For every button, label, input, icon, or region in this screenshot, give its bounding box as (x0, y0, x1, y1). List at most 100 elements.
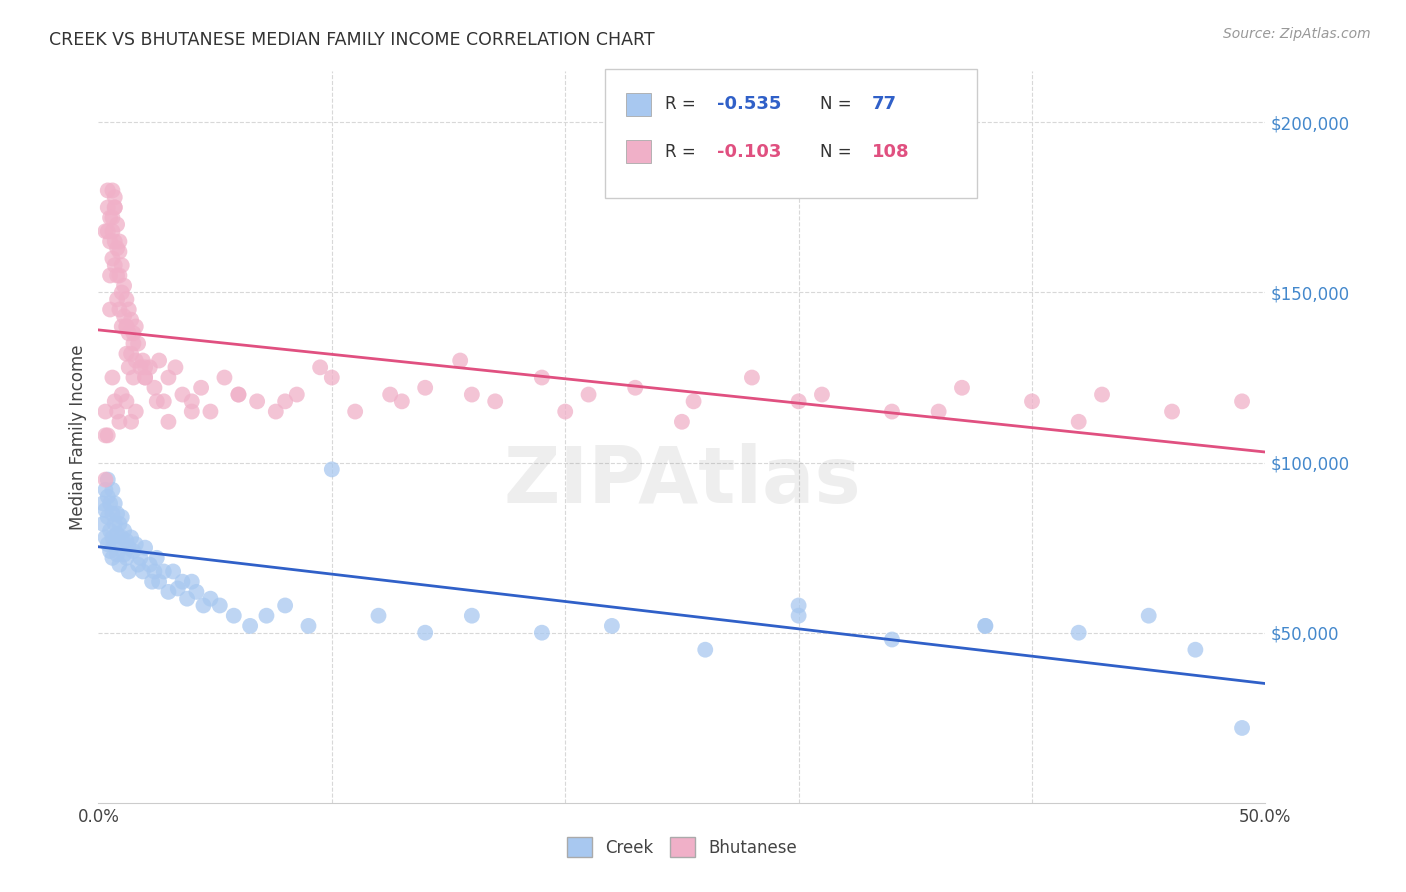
Point (274, 394, 297, 409)
Point (193, 599, 215, 613)
Point (1184, 642, 1206, 657)
Point (97, 473, 120, 487)
Point (1067, 415, 1090, 429)
Point (115, 319, 138, 334)
Point (146, 550, 169, 565)
Point (108, 244, 131, 259)
Point (141, 574, 163, 589)
Point (120, 347, 142, 361)
Point (413, 625, 436, 640)
Point (108, 302, 131, 317)
Point (157, 585, 180, 599)
Point (134, 360, 156, 375)
Point (172, 574, 194, 589)
Point (115, 533, 138, 548)
Point (104, 394, 127, 409)
Text: Source: ZipAtlas.com: Source: ZipAtlas.com (1223, 27, 1371, 41)
Point (101, 550, 124, 565)
Point (94, 483, 117, 497)
Point (125, 319, 148, 334)
Point (134, 370, 156, 384)
Point (111, 531, 134, 545)
Point (115, 394, 138, 409)
Point (104, 496, 127, 510)
Point (162, 565, 184, 579)
Point (104, 201, 127, 215)
Point (928, 404, 950, 418)
Point (105, 527, 128, 541)
Point (695, 642, 717, 657)
Point (111, 258, 134, 272)
Point (157, 415, 180, 429)
Point (208, 599, 231, 613)
Point (122, 326, 145, 341)
Point (228, 387, 250, 401)
Point (461, 608, 484, 623)
Point (530, 625, 553, 640)
Point (94, 428, 117, 442)
Point (111, 285, 134, 300)
Point (974, 619, 997, 633)
Point (108, 558, 131, 572)
Point (125, 537, 148, 551)
Point (94, 473, 117, 487)
Point (94, 503, 117, 517)
Point (104, 537, 127, 551)
Point (98, 524, 121, 538)
Point (111, 387, 134, 401)
Point (112, 524, 135, 538)
Point (176, 591, 198, 606)
Point (120, 415, 142, 429)
Point (186, 585, 208, 599)
Point (449, 353, 471, 368)
Point (104, 258, 127, 272)
Point (118, 302, 141, 317)
Point (214, 370, 236, 384)
Point (122, 336, 145, 351)
Point (484, 394, 506, 409)
Point (180, 394, 202, 409)
Point (91, 516, 114, 531)
Point (285, 387, 308, 401)
Point (101, 370, 124, 384)
Point (101, 211, 124, 225)
Point (166, 582, 188, 596)
Point (190, 381, 212, 395)
Text: -0.103: -0.103 (717, 143, 782, 161)
Point (98, 235, 121, 249)
Text: R =: R = (665, 95, 702, 113)
Point (98, 496, 121, 510)
Point (127, 558, 149, 572)
Point (105, 404, 128, 418)
Point (297, 619, 319, 633)
Point (101, 183, 124, 197)
Point (1091, 387, 1114, 401)
Point (321, 370, 343, 384)
Point (554, 404, 576, 418)
Point (98, 544, 121, 558)
Point (98, 302, 121, 317)
Point (94, 404, 117, 418)
Point (97, 201, 120, 215)
Point (125, 404, 148, 418)
Point (97, 428, 120, 442)
Point (118, 565, 141, 579)
Point (132, 353, 155, 368)
Point (115, 550, 138, 565)
Text: 77: 77 (872, 95, 897, 113)
Point (101, 531, 124, 545)
Point (321, 462, 343, 476)
Point (105, 268, 128, 283)
Point (880, 632, 903, 647)
Point (139, 558, 162, 572)
Point (101, 507, 124, 521)
Point (180, 404, 202, 418)
Point (530, 370, 553, 384)
Point (1067, 625, 1090, 640)
Point (624, 381, 647, 395)
Point (146, 394, 169, 409)
Point (380, 387, 402, 401)
Point (246, 394, 269, 409)
Point (787, 599, 810, 613)
Point (239, 619, 262, 633)
